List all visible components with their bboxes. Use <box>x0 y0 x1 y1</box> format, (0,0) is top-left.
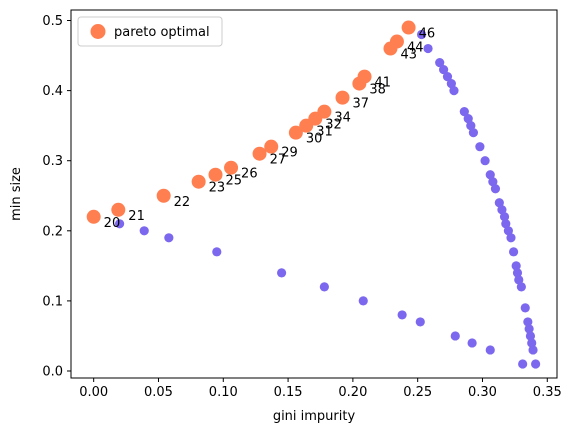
pareto-point <box>157 189 171 203</box>
point-annotation: 22 <box>174 195 191 210</box>
data-point <box>398 310 407 319</box>
data-point <box>164 233 173 242</box>
legend-label: pareto optimal <box>114 25 210 40</box>
pareto-point <box>192 175 206 189</box>
x-tick-label: 0.00 <box>79 385 108 400</box>
pareto-point <box>87 210 101 224</box>
pareto-point <box>336 91 350 105</box>
y-tick-label: 0.4 <box>42 84 63 99</box>
point-annotation: 26 <box>241 167 258 182</box>
data-point <box>449 86 458 95</box>
data-point <box>359 296 368 305</box>
data-point <box>521 303 530 312</box>
data-point <box>518 359 527 368</box>
point-annotation: 46 <box>419 27 436 42</box>
pareto-point <box>358 70 372 84</box>
point-annotation: 25 <box>226 174 243 189</box>
y-tick-label: 0.0 <box>42 364 63 379</box>
data-point <box>475 142 484 151</box>
pareto-point <box>224 161 238 175</box>
point-annotation: 20 <box>104 216 121 231</box>
point-annotation: 29 <box>281 146 298 161</box>
point-annotation: 34 <box>334 111 351 126</box>
y-tick-label: 0.2 <box>42 224 63 239</box>
point-annotation: 23 <box>209 181 226 196</box>
data-point <box>140 226 149 235</box>
data-point <box>423 44 432 53</box>
x-tick-label: 0.15 <box>274 385 303 400</box>
point-annotation: 37 <box>353 97 370 112</box>
data-point <box>517 282 526 291</box>
pareto-point <box>317 105 331 119</box>
data-point <box>469 128 478 137</box>
data-point <box>320 282 329 291</box>
x-tick-label: 0.25 <box>403 385 432 400</box>
pareto-point <box>111 203 125 217</box>
data-point <box>486 345 495 354</box>
pareto-point <box>390 35 404 49</box>
axes-frame <box>71 10 557 378</box>
y-axis: 0.0 0.1 0.2 0.3 0.4 0.5 <box>42 14 71 379</box>
y-tick-label: 0.3 <box>42 154 63 169</box>
legend-marker <box>91 24 106 39</box>
x-tick-label: 0.35 <box>533 385 562 400</box>
data-point <box>212 247 221 256</box>
y-tick-label: 0.1 <box>42 294 63 309</box>
pareto-point <box>209 168 223 182</box>
data-point <box>277 268 286 277</box>
data-point <box>491 184 500 193</box>
x-tick-label: 0.05 <box>144 385 173 400</box>
point-annotation: 41 <box>375 76 392 91</box>
point-annotation: 21 <box>128 209 145 224</box>
x-tick-label: 0.30 <box>468 385 497 400</box>
data-point <box>528 345 537 354</box>
x-axis: 0.00 0.05 0.10 0.15 0.20 0.25 0.30 0.35 <box>79 378 562 400</box>
pareto-point <box>402 21 416 35</box>
pareto-point <box>264 140 278 154</box>
x-tick-label: 0.20 <box>338 385 367 400</box>
data-point <box>416 317 425 326</box>
y-tick-label: 0.5 <box>42 14 63 29</box>
y-axis-label: min size <box>9 167 24 221</box>
data-point <box>468 338 477 347</box>
x-axis-label: gini impurity <box>273 409 356 424</box>
data-point <box>531 359 540 368</box>
legend: pareto optimal <box>78 17 222 46</box>
x-tick-label: 0.10 <box>209 385 238 400</box>
data-point <box>509 247 518 256</box>
data-point <box>506 233 515 242</box>
pareto-point <box>253 147 267 161</box>
data-point <box>451 331 460 340</box>
point-annotation: 44 <box>407 41 424 56</box>
data-point <box>480 156 489 165</box>
pareto-layer <box>87 21 416 224</box>
